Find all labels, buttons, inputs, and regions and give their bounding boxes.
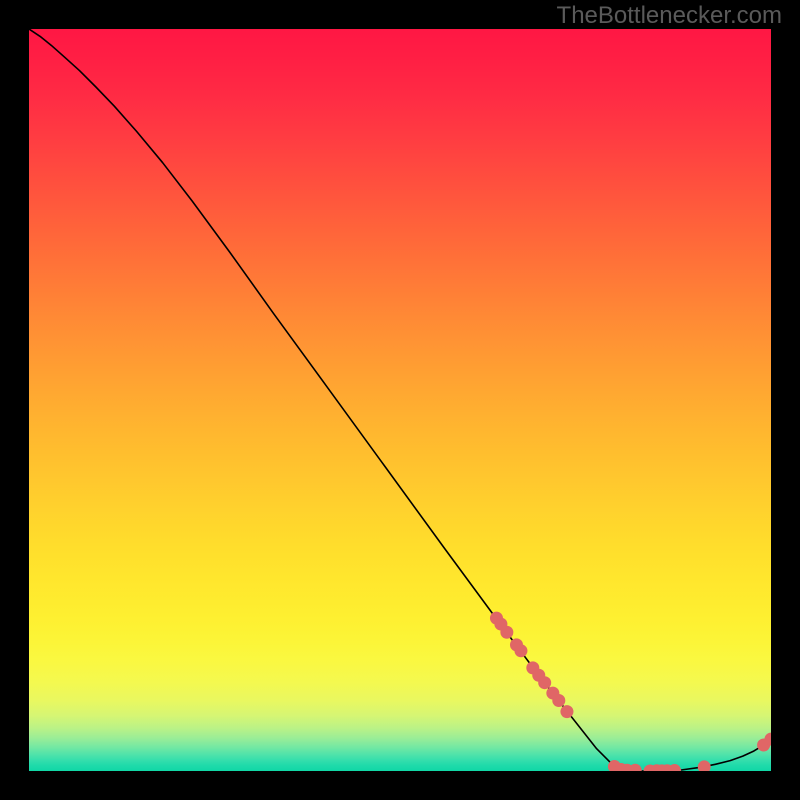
chart-background — [29, 29, 771, 771]
marker-point — [552, 694, 565, 707]
marker-point — [538, 676, 551, 689]
watermark-text: TheBottlenecker.com — [557, 2, 782, 30]
marker-point — [500, 626, 513, 639]
chart-plot — [29, 29, 771, 771]
marker-point — [560, 705, 573, 718]
stage: TheBottlenecker.com — [0, 0, 800, 800]
chart-svg — [29, 29, 771, 771]
marker-point — [514, 644, 527, 657]
